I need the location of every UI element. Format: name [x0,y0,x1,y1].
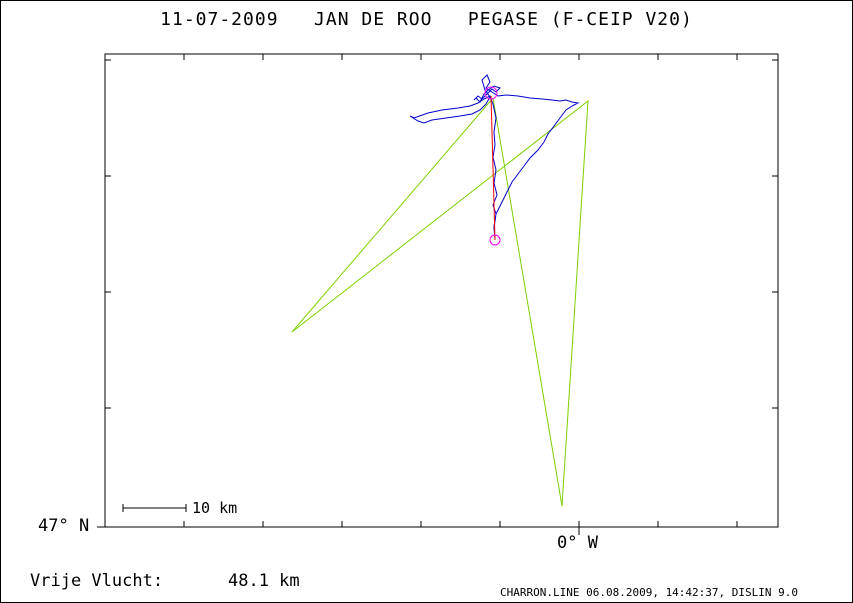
flight-track-detail [473,85,501,103]
task-polygon [291,97,589,507]
page-title: 11-07-2009 JAN DE ROO PEGASE (F-CEIP V20… [160,9,693,30]
scale-bar [122,504,187,512]
declared-segment [490,95,496,241]
latitude-label: 47° N [38,516,90,536]
flight-track [409,74,580,241]
axis-ticks [97,54,778,535]
free-flight-label: Vrije Vlucht: [30,571,164,591]
program-info: CHARRON.LINE 06.08.2009, 14:42:37, DISLI… [500,586,799,599]
free-flight-value: 48.1 km [228,571,300,591]
start-marker [484,86,498,100]
finish-marker [489,234,501,246]
longitude-label: 0° W [557,533,598,553]
scale-label: 10 km [192,499,238,517]
plot-frame [104,53,779,528]
